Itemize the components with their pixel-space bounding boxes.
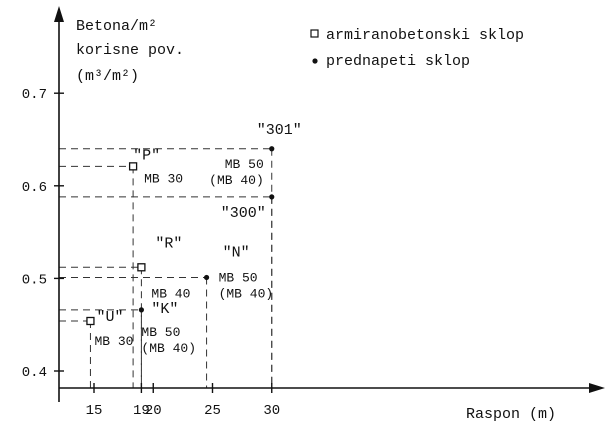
y-tick-label: 0.4 [22, 365, 47, 381]
point-sublabel-301: MB 50 [225, 157, 264, 172]
y-axis-label-line-2: korisne pov. [76, 42, 184, 59]
point-K [138, 307, 144, 313]
point-sublabel-301: (MB 40) [209, 173, 264, 188]
point-label-N: "N" [223, 244, 250, 261]
y-tick-label: 0.5 [22, 272, 47, 288]
point-label-K: "K" [151, 301, 178, 318]
legend-label-1: armiranobetonski sklop [326, 27, 524, 44]
point-label-301: "301" [257, 122, 302, 139]
legend-dot-marker [312, 58, 318, 64]
point-sublabel-R: MB 40 [151, 286, 190, 301]
tick-marks [54, 92, 273, 393]
point-sublabel-N: MB 50 [219, 270, 258, 285]
point-sublabel-N: (MB 40) [219, 286, 274, 301]
data-points [86, 146, 275, 326]
point-label-R: "R" [155, 235, 182, 252]
point-301 [269, 146, 275, 152]
x-tick-label: 19 [133, 403, 150, 419]
guide-lines [59, 148, 273, 388]
legend: armiranobetonski sklop prednapeti sklop [310, 27, 524, 70]
y-axis-label-line-3: (m³/m²) [76, 68, 139, 85]
point-U [86, 316, 95, 326]
x-axis-arrow [589, 383, 605, 393]
x-tick-label: 30 [263, 403, 280, 419]
point-N [203, 274, 210, 281]
x-tick-label: 25 [204, 403, 221, 419]
legend-label-2: prednapeti sklop [326, 53, 470, 70]
x-axis-label: Raspon (m) [466, 406, 556, 423]
point-label-300: "300" [221, 205, 266, 222]
point-R [137, 263, 146, 272]
y-tick-label: 0.6 [22, 180, 47, 196]
point-sublabel-P: MB 30 [144, 171, 183, 186]
point-sublabel-K: MB 50 [141, 325, 180, 340]
point-sublabel-K: (MB 40) [141, 341, 196, 356]
point-300 [269, 194, 275, 200]
y-axis-arrow [54, 6, 64, 22]
y-tick-label: 0.7 [22, 87, 47, 103]
y-axis-label-line-1: Betona/m² [76, 18, 157, 35]
point-label-P: "P" [133, 147, 160, 164]
point-label-U: "U" [96, 309, 123, 326]
legend-square-marker [310, 29, 319, 38]
x-tick-label: 20 [145, 403, 162, 419]
point-sublabel-U: MB 30 [94, 334, 133, 349]
point-P [128, 162, 138, 171]
x-tick-label: 15 [86, 403, 103, 419]
point-labels: "U"MB 30"P"MB 30"R"MB 40"K"MB 50(MB 40)"… [94, 122, 301, 356]
